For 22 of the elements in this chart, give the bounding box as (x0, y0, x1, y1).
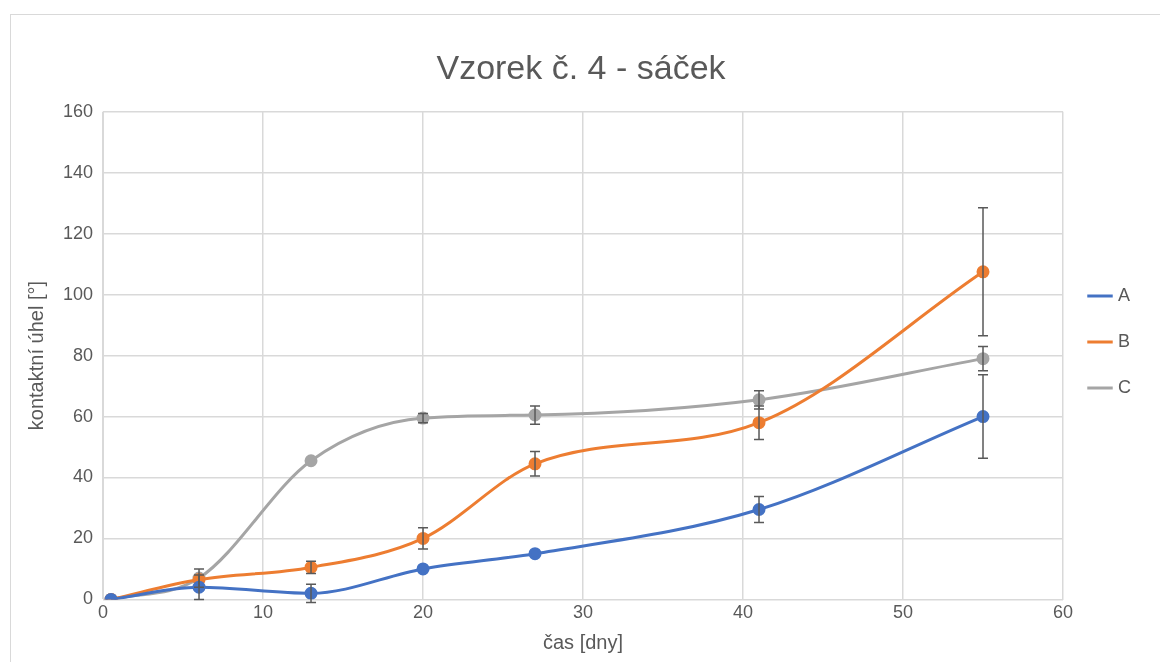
y-tick-label: 0 (83, 588, 94, 609)
x-axis-title: čas [dny] (542, 630, 624, 653)
y-tick-label: 60 (73, 405, 94, 426)
y-tick-label: 120 (62, 222, 94, 243)
x-tick-label: 50 (892, 602, 914, 623)
y-tick-label: 100 (62, 283, 94, 304)
y-tick-label: 140 (62, 161, 94, 182)
x-tick-label: 30 (573, 602, 594, 623)
chart-title: Vzorek č. 4 - sáček (436, 47, 727, 86)
x-tick-label: 40 (733, 602, 754, 623)
y-tick-label: 160 (62, 100, 94, 121)
legend-label: A (1118, 284, 1131, 305)
legend-label: B (1118, 330, 1131, 351)
x-tick-label: 60 (1052, 602, 1074, 623)
legend-label: C (1118, 376, 1131, 397)
x-tick-label: 0 (98, 602, 109, 623)
y-axis-title: kontaktní úhel [°] (24, 281, 47, 431)
x-tick-label: 10 (253, 602, 274, 623)
y-tick-label: 80 (73, 344, 94, 365)
y-tick-label: 40 (73, 466, 94, 487)
y-tick-label: 20 (73, 527, 94, 548)
x-tick-label: 20 (413, 602, 434, 623)
